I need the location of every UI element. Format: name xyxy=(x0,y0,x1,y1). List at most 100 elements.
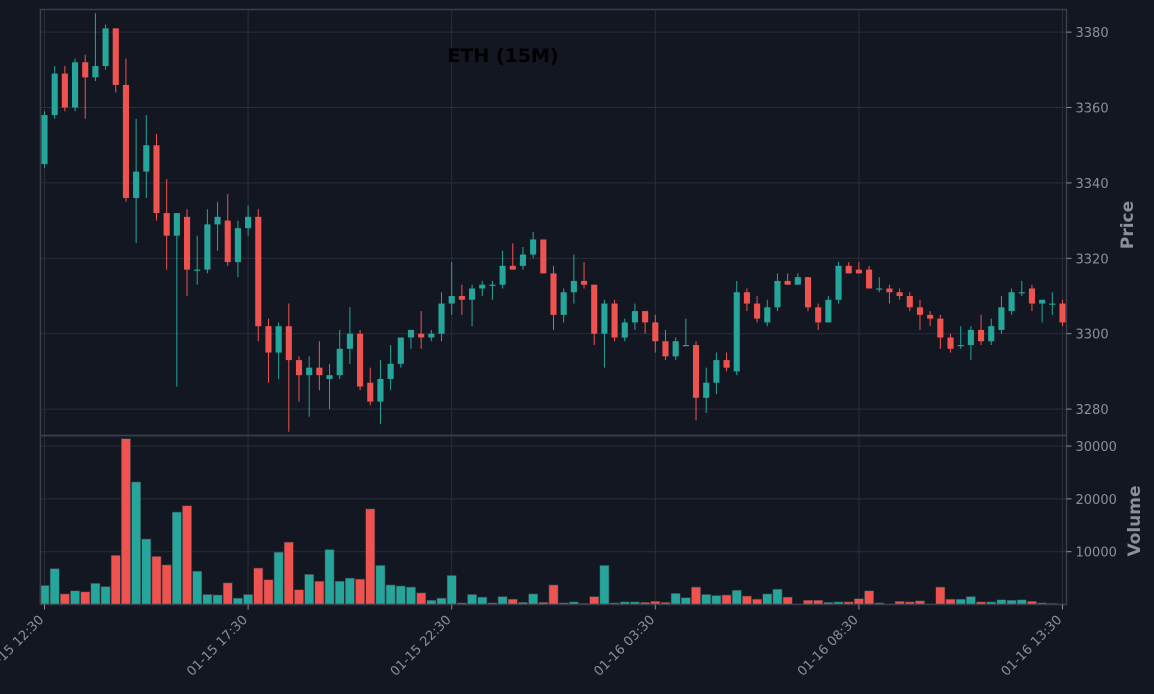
candle-body xyxy=(855,269,862,274)
candle-body xyxy=(458,296,465,300)
candle-body xyxy=(428,333,435,338)
candle-body xyxy=(377,378,384,402)
volume-bar xyxy=(752,598,762,605)
price-tick-label: 3340 xyxy=(1076,177,1109,192)
candle-body xyxy=(845,265,852,274)
volume-bar xyxy=(355,578,365,605)
candle-body xyxy=(692,345,700,398)
price-axis-label: Price xyxy=(1118,201,1138,249)
volume-tick-label: 10000 xyxy=(1076,546,1117,561)
candle-body xyxy=(143,145,150,172)
price-tick-label: 3380 xyxy=(1076,26,1109,41)
candle-body xyxy=(896,292,903,297)
price-axis-ticks: 3280 3300 3320 3340 3360 3380 xyxy=(1066,26,1109,418)
volume-bar xyxy=(273,551,284,605)
volume-bar xyxy=(243,594,253,605)
candle-body xyxy=(876,288,883,290)
volume-bar xyxy=(202,594,213,605)
candle-body xyxy=(1018,292,1025,294)
candle-body xyxy=(173,213,180,236)
volume-bar xyxy=(589,596,600,605)
volume-bar xyxy=(731,589,742,605)
candle-body xyxy=(326,375,333,379)
volume-bar xyxy=(151,556,162,605)
candle-body xyxy=(540,239,547,274)
candle-body xyxy=(397,337,404,364)
volume-bar xyxy=(365,508,376,605)
volume-bar xyxy=(854,598,864,605)
candle-body xyxy=(927,314,934,319)
candle-body xyxy=(703,382,710,398)
candle-body xyxy=(580,280,588,285)
candle-body xyxy=(255,216,262,327)
candle-body xyxy=(306,367,313,376)
volume-bar xyxy=(110,555,121,605)
volume-bar xyxy=(59,593,70,605)
candle-body xyxy=(621,322,628,338)
candle-body xyxy=(122,84,129,198)
candle-body xyxy=(988,326,995,342)
candle-body xyxy=(591,284,598,334)
candle-body xyxy=(357,333,364,387)
candle-body xyxy=(183,216,191,270)
candle-body xyxy=(234,228,241,263)
candle-body xyxy=(611,303,618,338)
candle-body xyxy=(682,345,689,347)
candle-body xyxy=(1059,303,1066,323)
candle-body xyxy=(61,73,68,108)
candle-body xyxy=(916,307,924,315)
volume-bar xyxy=(283,541,294,605)
price-tick-label: 3360 xyxy=(1076,102,1109,117)
candle-body xyxy=(815,307,822,323)
volume-bar xyxy=(965,596,976,605)
volume-bar xyxy=(49,568,60,605)
candle-body xyxy=(978,329,985,342)
candle-body xyxy=(489,284,496,286)
volume-grid xyxy=(40,435,1067,605)
candle-body xyxy=(285,326,292,361)
volume-bar xyxy=(497,596,508,605)
candle-body xyxy=(825,299,832,323)
volume-bar xyxy=(375,565,386,605)
candle-body xyxy=(774,280,781,308)
volume-bar xyxy=(294,589,304,605)
candle-body xyxy=(479,284,486,289)
candle-body xyxy=(407,329,415,338)
volume-bar xyxy=(100,586,111,605)
candle-body xyxy=(275,326,282,353)
candle-body xyxy=(519,254,527,266)
price-tick-label: 3300 xyxy=(1076,328,1109,343)
volume-bar xyxy=(182,505,192,605)
candle-body xyxy=(367,382,374,402)
candle-body xyxy=(866,269,873,289)
candle-body xyxy=(336,348,343,376)
candle-body xyxy=(224,220,231,263)
volume-bars xyxy=(39,438,1068,605)
candle-body xyxy=(133,171,140,198)
price-tick-label: 3280 xyxy=(1076,403,1109,418)
candle-body xyxy=(102,28,109,67)
volume-bar xyxy=(334,580,345,605)
candle-body xyxy=(204,224,211,270)
volume-bar xyxy=(80,591,91,605)
volume-axis-ticks: 10000 20000 30000 xyxy=(1066,440,1117,561)
price-tick-label: 3320 xyxy=(1076,252,1109,267)
volume-bar xyxy=(161,564,172,605)
volume-bar xyxy=(212,594,223,605)
volume-bar xyxy=(548,584,559,605)
volume-bar xyxy=(680,597,691,605)
volume-bar xyxy=(711,595,722,605)
candle-body xyxy=(530,239,537,255)
candle-body xyxy=(743,292,750,304)
volume-bar xyxy=(192,570,203,605)
candle-body xyxy=(509,265,516,270)
candle-body xyxy=(601,303,608,334)
price-grid xyxy=(40,9,1067,436)
candle-body xyxy=(499,265,506,285)
candle-body xyxy=(642,311,649,323)
volume-tick-label: 20000 xyxy=(1076,493,1117,508)
volume-bar xyxy=(141,538,152,605)
volume-bar xyxy=(345,577,355,605)
volume-bar xyxy=(395,585,406,605)
volume-bar xyxy=(742,595,752,605)
